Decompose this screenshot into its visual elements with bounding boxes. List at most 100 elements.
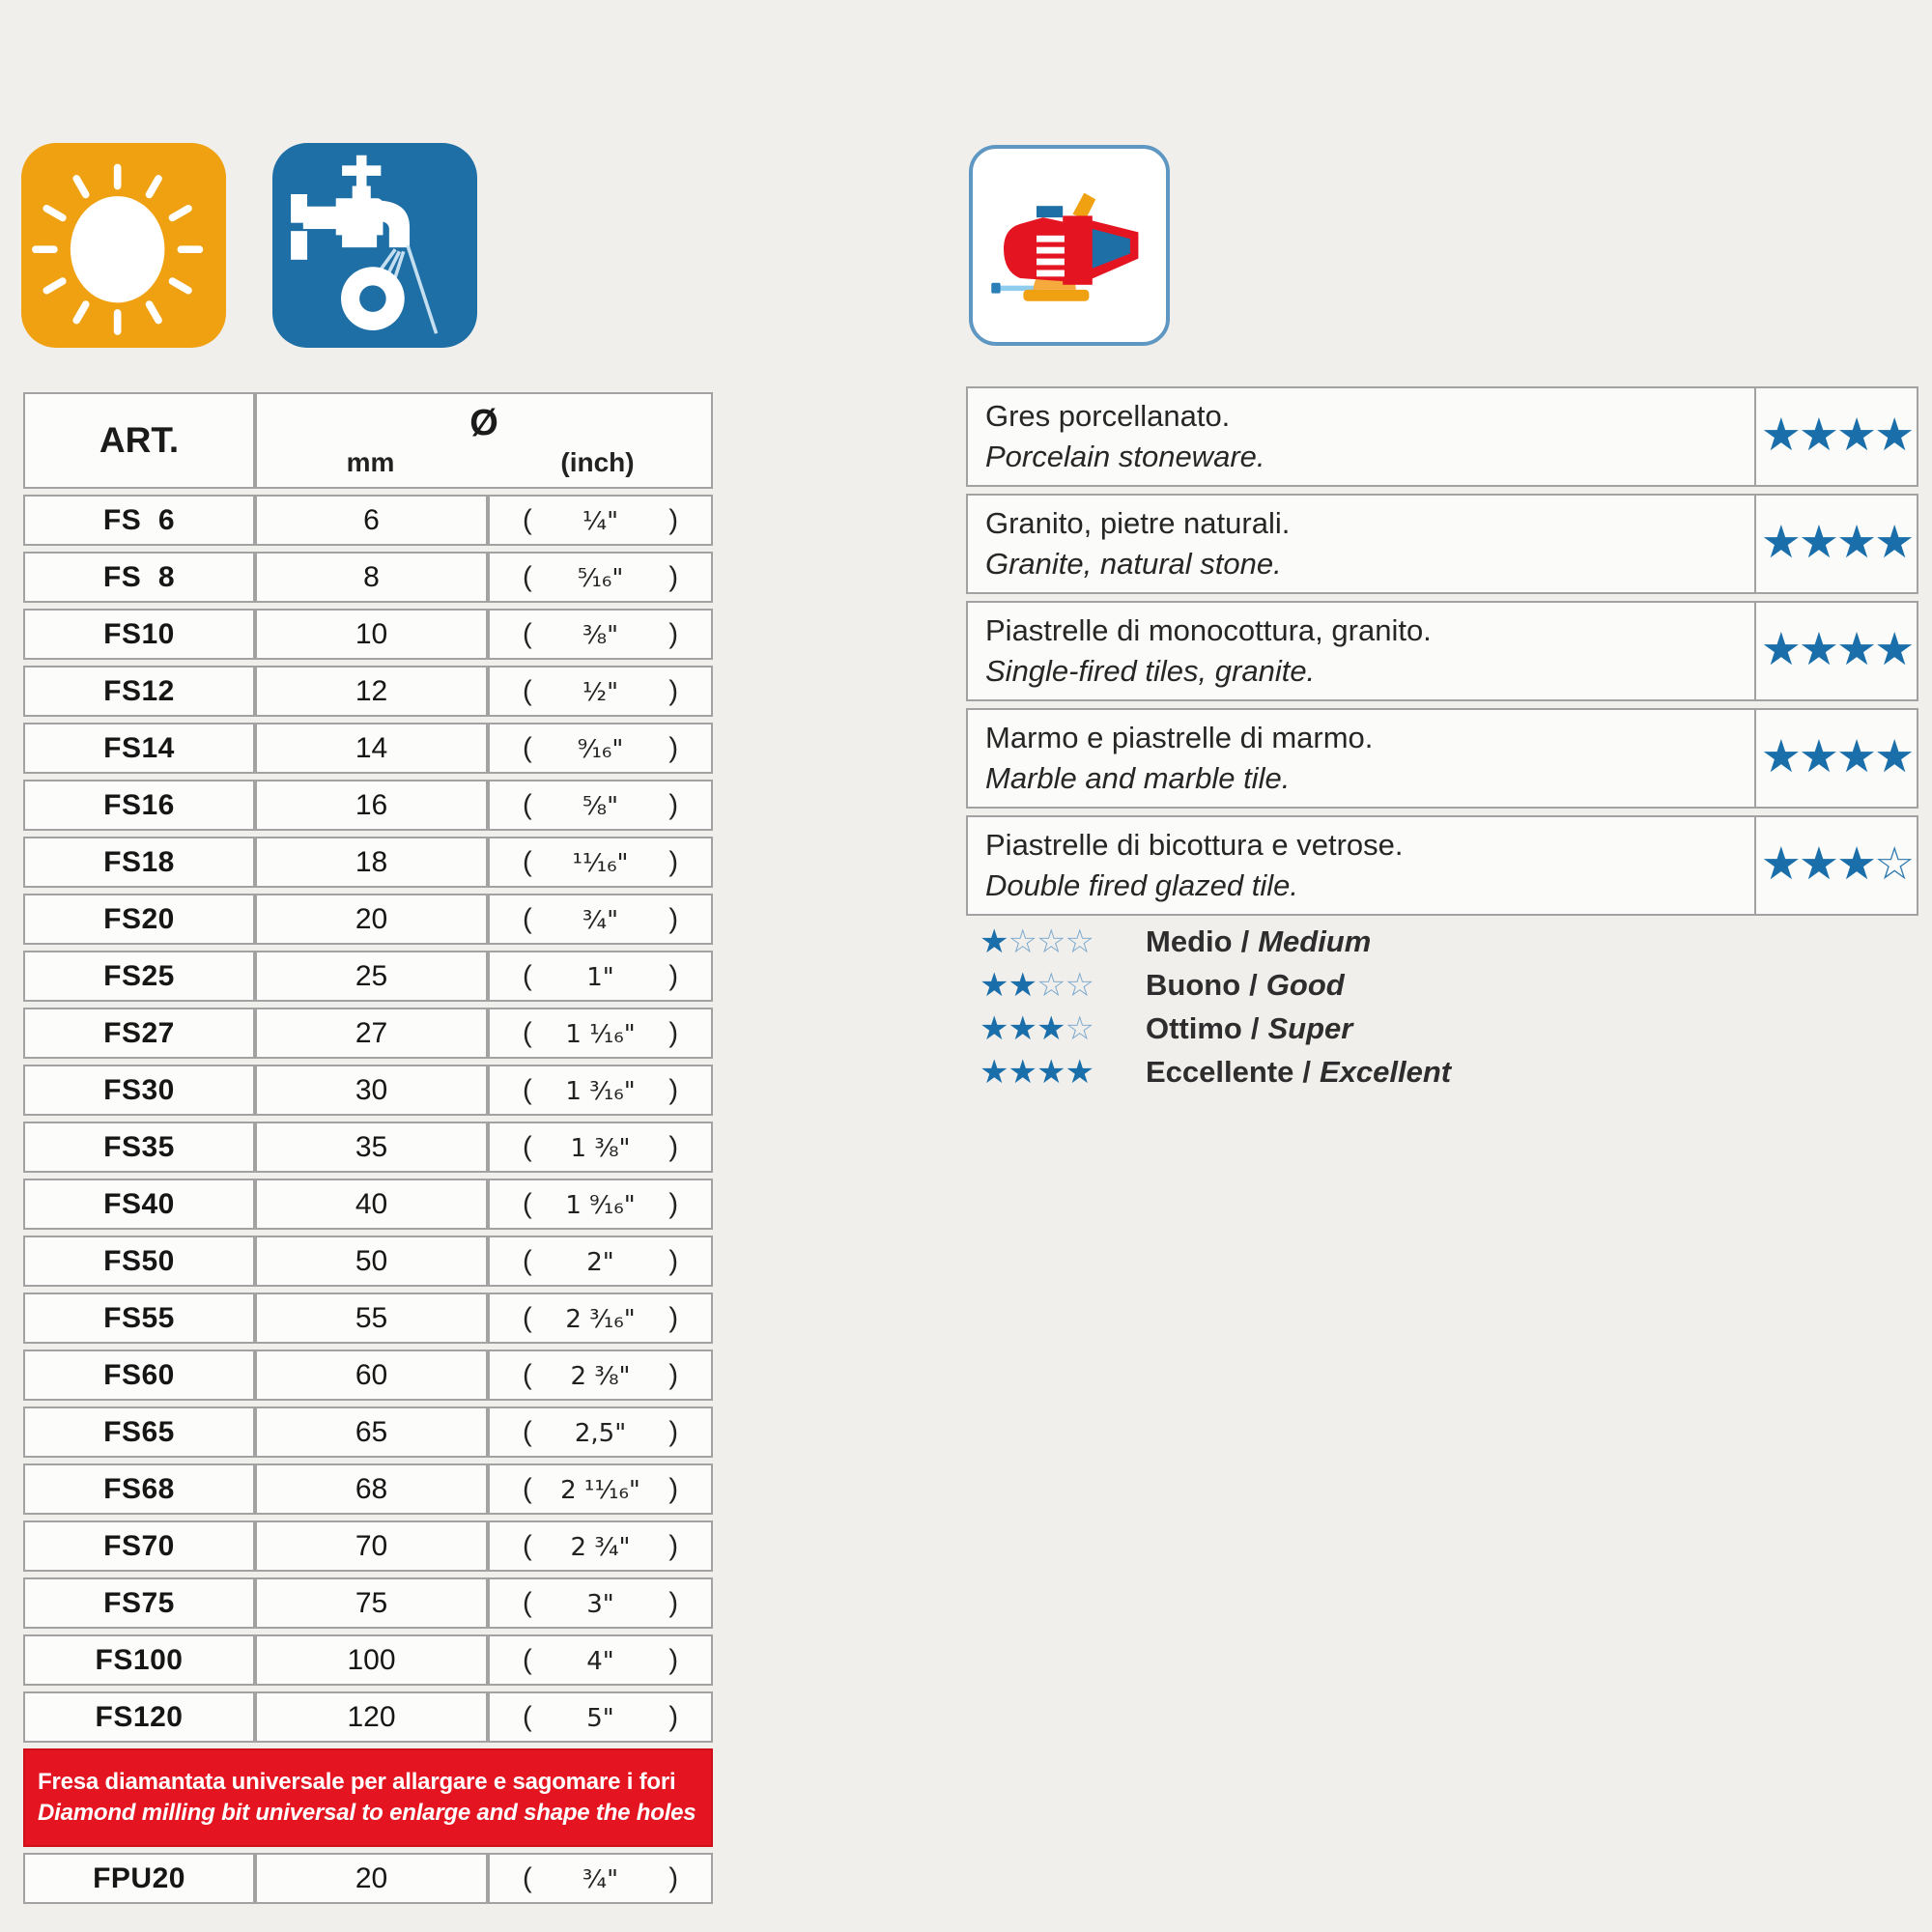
paren-close: ) [668,903,679,934]
paren-open: ( [523,1188,532,1219]
inch-cell: ( 2 ³⁄₁₆" ) [488,1293,714,1344]
filled-stars-icon: ★★★★ [1760,622,1916,674]
inch-value: 1 ³⁄₈" [570,1133,631,1163]
mm-cell: 65 [255,1406,488,1458]
size-table: ART. Ø mm (inch) FS 6 6 ( ¹⁄₄" [23,386,714,1910]
paren-open: ( [523,1017,532,1048]
star-rating: ★★★★ [1754,496,1917,592]
paren-open: ( [523,1245,532,1276]
rating-row: Granito, pietre naturali. Granite, natur… [966,494,1918,594]
mm-cell: 12 [255,666,488,717]
inch-cell: ( ³⁄₈" ) [488,609,714,660]
star-rating: ★★★ ☆ [1754,817,1917,914]
paren-close: ) [668,789,679,820]
rating-row: Marmo e piastrelle di marmo. Marble and … [966,708,1918,809]
article-cell: FS120 [23,1691,255,1743]
legend-stars-icon: ★☆☆☆ [980,923,1124,961]
inch-value: 4" [586,1646,614,1676]
legend-label-it: Eccellente [1146,1054,1294,1089]
paren-close: ) [668,561,679,592]
inch-cell: ( 1 ⁹⁄₁₆" ) [488,1179,714,1230]
inch-value: ³⁄₄" [582,905,619,935]
inch-cell: ( 1 ³⁄₈" ) [488,1122,714,1173]
size-row: FS50 50 ( 2" ) [23,1236,714,1287]
paren-close: ) [668,1359,679,1390]
star-rating: ★★★★ [1754,710,1917,807]
inch-value: 1" [586,962,614,992]
size-row: FS65 65 ( 2,5" ) [23,1406,714,1458]
filled-stars-icon: ★★ [980,966,1037,1004]
article-cell: FS25 [23,951,255,1002]
inch-cell: ( 1 ¹⁄₁₆" ) [488,1008,714,1059]
material-name-en: Porcelain stoneware. [985,440,1265,473]
paren-close: ) [668,846,679,877]
inch-cell: ( ¹⁄₄" ) [488,495,714,546]
paren-open: ( [523,1701,532,1732]
paren-close: ) [668,1530,679,1561]
mm-cell: 55 [255,1293,488,1344]
filled-stars-icon: ★★★ [1760,837,1877,889]
article-cell: FS60 [23,1350,255,1401]
article-cell: FS50 [23,1236,255,1287]
legend-label-en: Good [1265,967,1345,1002]
mm-cell: 14 [255,723,488,774]
material-name-it: Granito, pietre naturali. [985,506,1291,540]
article-cell: FS18 [23,837,255,888]
article-cell: FS10 [23,609,255,660]
size-row: FS120 120 ( 5" ) [23,1691,714,1743]
article-cell: FS35 [23,1122,255,1173]
outline-stars-icon: ☆☆ [1036,966,1094,1004]
size-row: FS35 35 ( 1 ³⁄₈" ) [23,1122,714,1173]
mm-cell: 70 [255,1520,488,1572]
inch-cell: ( ⁹⁄₁₆" ) [488,723,714,774]
inch-subheader: (inch) [560,447,635,477]
paren-open: ( [523,846,532,877]
paren-close: ) [668,1017,679,1048]
size-row: FS14 14 ( ⁹⁄₁₆" ) [23,723,714,774]
size-row: FS 6 6 ( ¹⁄₄" ) [23,495,714,546]
inch-value: 5" [586,1703,614,1733]
paren-close: ) [668,1587,679,1618]
inch-value: ³⁄₄" [582,1864,619,1894]
banner-cell: Fresa diamantata universale per allargar… [23,1748,714,1847]
size-row: FS70 70 ( 2 ³⁄₄" ) [23,1520,714,1572]
star-rating: ★★★★ [1754,603,1917,699]
inch-value: 1 ⁹⁄₁₆" [565,1190,636,1220]
article-cell: FS14 [23,723,255,774]
paren-close: ) [668,732,679,763]
inch-cell: ( 1 ³⁄₁₆" ) [488,1065,714,1116]
filled-stars-icon: ★ [980,923,1009,960]
paren-open: ( [523,561,532,592]
paren-open: ( [523,1359,532,1390]
mm-cell: 35 [255,1122,488,1173]
inch-value: 2 ³⁄₈" [570,1361,631,1391]
inch-value: ¹⁄₄" [582,506,619,536]
legend-label-en: Super [1267,1010,1353,1045]
filled-stars-icon: ★★★★ [1760,408,1916,460]
article-cell: FS27 [23,1008,255,1059]
article-cell: FS100 [23,1634,255,1686]
inch-cell: ( ⁵⁄₈" ) [488,780,714,831]
water-cooling-icon [272,143,477,348]
inch-cell: ( 5" ) [488,1691,714,1743]
size-row: FS55 55 ( 2 ³⁄₁₆" ) [23,1293,714,1344]
legend-label: Buono / Good [1146,968,1345,1003]
material-name-it: Piastrelle di monocottura, granito. [985,613,1432,647]
mm-cell: 8 [255,552,488,603]
inch-value: ¹⁄₂" [582,677,619,707]
paren-open: ( [523,504,532,535]
inch-value: 2" [586,1247,614,1277]
inch-cell: ( ¹¹⁄₁₆" ) [488,837,714,888]
paren-close: ) [668,1074,679,1105]
rating-legend: ★☆☆☆ Medio / Medium ★★☆☆ Buono / Good ★★★☆ O… [980,920,1451,1094]
inch-value: 2 ¹¹⁄₁₆" [560,1475,640,1505]
size-row: FS 8 8 ( ⁵⁄₁₆" ) [23,552,714,603]
article-cell: FS75 [23,1577,255,1629]
mm-cell: 100 [255,1634,488,1686]
size-row-special: FPU20 20 ( ³⁄₄" ) [23,1853,714,1904]
outline-stars-icon: ☆☆☆ [1008,923,1094,960]
article-cell: FS16 [23,780,255,831]
legend-separator: / [1240,923,1250,958]
paren-open: ( [523,903,532,934]
material-name-it: Gres porcellanato. [985,399,1231,433]
